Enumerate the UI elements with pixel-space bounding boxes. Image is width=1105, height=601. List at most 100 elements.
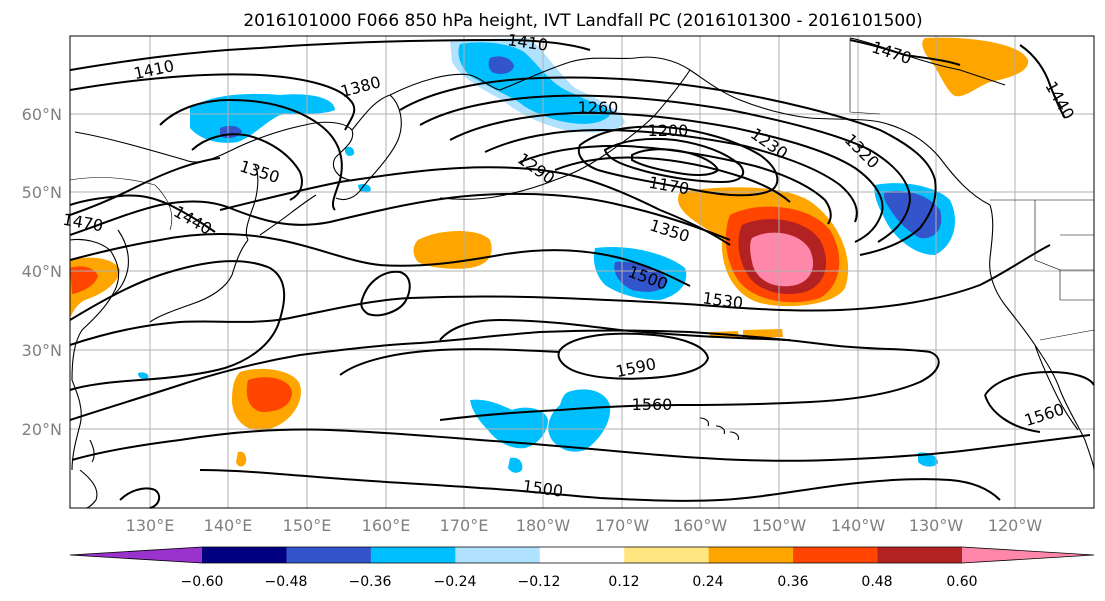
colorbar-extend-min: [70, 547, 202, 563]
shade-cyan-small-3: [138, 372, 149, 379]
coast-china-south: [71, 379, 82, 471]
lat-label: 20°N: [22, 420, 62, 439]
coast-asia-northeast: [389, 73, 501, 96]
latitude-axis: 60°N 50°N 40°N 30°N 20°N: [22, 105, 62, 439]
boundary-asia: [69, 177, 173, 231]
coast-hokkaido-honshu: [149, 239, 249, 323]
lon-label: 130°E: [126, 516, 175, 535]
lat-label: 30°N: [22, 341, 62, 360]
map-title: 2016101000 F066 850 hPa height, IVT Land…: [243, 11, 922, 31]
lon-label: 140°W: [831, 516, 886, 535]
colorbar-segment: [793, 547, 879, 563]
lat-label: 50°N: [22, 183, 62, 202]
lat-label: 40°N: [22, 262, 62, 281]
colorbar-boxes: [69, 546, 1095, 564]
map-frame: [69, 35, 1095, 509]
lon-label: 170°W: [595, 516, 650, 535]
contour-low-1: [399, 76, 937, 256]
contour-1470-west: [69, 157, 221, 216]
shade-cyan-east-dot: [918, 452, 938, 467]
contour-low-2: [419, 94, 912, 243]
colorbar-tick-label: 0.48: [861, 574, 892, 590]
contour-1350-north: [159, 98, 343, 211]
contour-label: 1560: [632, 395, 673, 414]
contour-low-8: [603, 137, 745, 184]
shade-cyan-small-1: [344, 146, 355, 156]
lon-label: 180°W: [516, 516, 571, 535]
boundary-us-mexico: [1039, 329, 1095, 341]
colorbar-segment: [539, 547, 625, 563]
contour-1560-main: [69, 329, 940, 421]
boundary-alaska-canada: [849, 38, 881, 115]
colorbar-ticks: −0.60 −0.48 −0.36 −0.24 −0.12 0.12 0.24 …: [181, 574, 978, 590]
contour-1500-southwest: [119, 487, 161, 509]
contour-low-9: [631, 148, 720, 176]
shade-pink-main: [750, 232, 814, 287]
coast-hawaii: [699, 417, 740, 441]
lon-label: 120°W: [988, 516, 1043, 535]
contour-low-6: [554, 156, 791, 203]
colorbar-segment: [624, 547, 710, 563]
boundaries: [69, 38, 1095, 341]
coast-aleutians: [439, 179, 556, 200]
lon-label: 150°E: [283, 516, 332, 535]
height-contours: [69, 38, 1095, 509]
shade-orange-dot: [236, 451, 247, 467]
contour-label: 1200: [648, 121, 689, 140]
coast-philippines: [79, 469, 98, 509]
shade-blue-north-spot: [488, 56, 514, 74]
colorbar: −0.60 −0.48 −0.36 −0.24 −0.12 0.12 0.24 …: [69, 546, 1095, 590]
contour-1500-south: [199, 469, 1001, 502]
coast-kuril: [259, 194, 317, 236]
colorbar-segment: [708, 547, 794, 563]
contour-1350-inner: [191, 133, 303, 201]
colorbar-segment: [286, 547, 372, 563]
coast-kamchatka: [335, 94, 402, 201]
coast-korea: [111, 229, 129, 297]
contour-label: 1260: [578, 98, 619, 117]
shade-orange-northeast: [922, 37, 1029, 97]
coast-baja: [1034, 344, 1079, 431]
colorbar-tick-label: 0.24: [692, 574, 723, 590]
coast-alaska-gulf: [739, 99, 991, 206]
coast-alaska-peninsula: [554, 69, 691, 181]
boundary-us-states: [1034, 200, 1094, 301]
colorbar-extend-max: [962, 547, 1094, 563]
shade-blue-east: [884, 190, 942, 239]
shade-blue-central: [614, 261, 668, 292]
contour-1530-south: [71, 428, 1091, 462]
colorbar-tick-label: 0.36: [777, 574, 808, 590]
shade-red-west: [70, 266, 98, 294]
colorbar-tick-label: −0.36: [349, 574, 392, 590]
longitude-axis: 130°E 140°E 150°E 160°E 170°E 180°W 170°…: [126, 516, 1043, 535]
lon-label: 150°W: [752, 516, 807, 535]
contour-1530-west: [69, 260, 286, 391]
lon-label: 160°W: [673, 516, 728, 535]
colorbar-tick-label: −0.48: [265, 574, 308, 590]
shade-cyan-south-3: [508, 457, 523, 473]
contour-1440-northeast: [1019, 44, 1066, 119]
coast-sakhalin: [245, 164, 259, 241]
colorbar-tick-label: −0.60: [181, 574, 224, 590]
colorbar-segment: [202, 547, 287, 563]
contour-1530-main: [69, 244, 1051, 346]
ivt-shading-positive: [70, 37, 1029, 467]
contour-1590: [557, 332, 710, 380]
colorbar-tick-label: −0.24: [434, 574, 477, 590]
contour-1440-west-loop: [69, 194, 216, 233]
contour-1560-inner-loop: [439, 318, 791, 341]
map-panel: 1410 1380 1350 1440 1470 1410 1260 1200 …: [61, 30, 1095, 509]
colorbar-tick-label: −0.12: [518, 574, 561, 590]
shade-cyan-small-2: [358, 183, 371, 193]
shade-cyan-south-1: [548, 389, 611, 452]
lon-label: 170°E: [440, 516, 489, 535]
contour-1500-west: [69, 233, 691, 287]
colorbar-tick-label: 0.12: [608, 574, 639, 590]
lon-label: 140°E: [204, 516, 253, 535]
colorbar-outline: [69, 546, 1095, 564]
lon-label: 130°W: [909, 516, 964, 535]
contour-1500-central-loop: [360, 270, 411, 317]
contour-1470-northeast: [849, 39, 961, 66]
colorbar-segment: [455, 547, 541, 563]
coast-taiwan: [89, 439, 95, 463]
